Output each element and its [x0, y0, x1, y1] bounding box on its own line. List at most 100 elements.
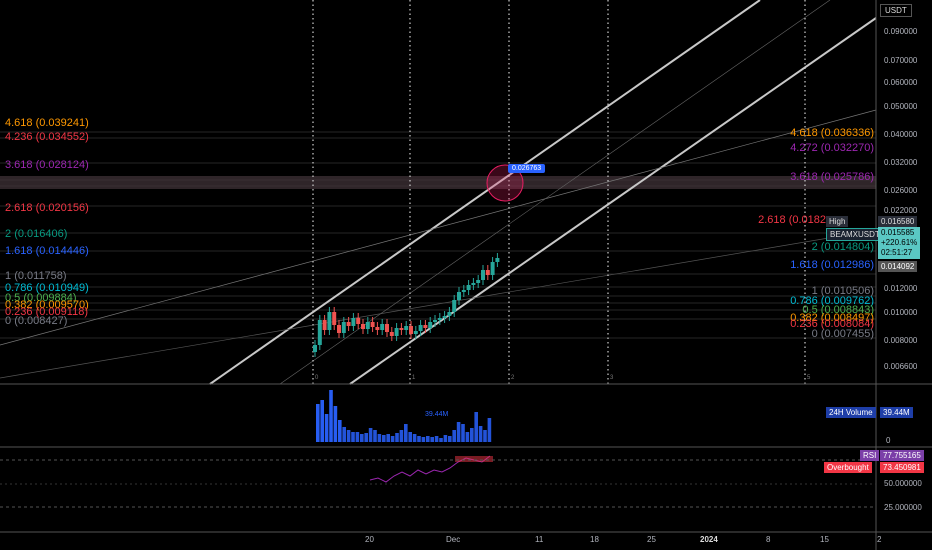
price-tick: 0.070000 [884, 56, 918, 65]
volume-bar [360, 434, 364, 442]
volume-bar [329, 390, 333, 442]
volume-bar [377, 434, 382, 442]
candle-body [356, 318, 361, 324]
candle-body [437, 318, 442, 320]
trend-channel[interactable] [0, 0, 877, 385]
currency-label[interactable]: USDT [880, 4, 912, 17]
volume-bar [355, 432, 360, 442]
candle-body [389, 332, 394, 336]
candle-body [485, 270, 490, 275]
fib-left-label: 4.236 (0.034552) [5, 131, 89, 143]
fib-right-label: 1 (0.010506) [812, 285, 874, 297]
candle-body [365, 322, 370, 329]
fib-price: (0.032270) [820, 142, 874, 154]
fib-price: (0.012986) [820, 259, 874, 271]
volume-bar [465, 432, 470, 442]
candle-body [466, 285, 471, 290]
candle-body [428, 322, 433, 328]
volume-bar [439, 438, 443, 442]
symbol-price: 0.015585 [881, 228, 915, 237]
fib-ratio: 2.618 [758, 214, 789, 226]
fib-price: (0.034552) [35, 131, 89, 143]
fib-left-label: 0.236 (0.009118) [5, 306, 88, 318]
fib-ratio: 2 [5, 228, 15, 240]
volume-bar [395, 433, 399, 442]
candle-body [404, 326, 409, 330]
fib-right-label: 0 (0.007455) [812, 328, 874, 340]
fib-price: (0.039241) [35, 117, 89, 129]
volume-bar [421, 437, 426, 442]
candle-body [385, 324, 389, 332]
time-fib-number: 0 [315, 375, 319, 381]
fib-price: (0.009118) [35, 306, 88, 318]
fib-price: (0.009884) [23, 292, 77, 304]
fib-ratio: 0.236 [790, 318, 821, 330]
fib-ratio: 0.5 [802, 304, 821, 316]
symbol-change: +220.61% [881, 238, 918, 247]
volume-bar [474, 412, 478, 442]
fib-left-label: 0.5 (0.009884) [5, 292, 77, 304]
volume-bar [412, 434, 417, 442]
fib-price: (0.007455) [820, 328, 874, 340]
time-fib-number: 3 [610, 375, 614, 381]
fib-right-label: 3.618 (0.025786) [790, 171, 874, 183]
volume-bar [320, 400, 324, 442]
fib-left-label: 1.618 (0.014446) [5, 245, 89, 257]
target-circle[interactable] [486, 164, 524, 202]
main-pane-bg [0, 0, 876, 384]
volume-bar [430, 437, 434, 442]
time-fib-number: 2 [511, 375, 515, 381]
volume-bar [316, 404, 320, 442]
rsi-line [369, 455, 493, 483]
time-fib-number: 1 [412, 375, 416, 381]
candle-body [423, 325, 428, 328]
candlesticks [313, 253, 500, 357]
candle-body [413, 331, 418, 334]
high-label: High [826, 216, 849, 227]
symbol-price-tag: 0.015585 +220.61% 02:51:27 [878, 227, 921, 259]
candle-body [351, 318, 356, 326]
volume-bar [461, 424, 465, 442]
volume-label: 24H Volume [826, 407, 876, 418]
volume-bar [434, 436, 439, 442]
fib-right-label: 0.786 (0.009762) [790, 295, 874, 307]
fib-right-label: 2 (0.014804) [812, 241, 874, 253]
channel-median [279, 0, 831, 385]
volume-bar [417, 436, 421, 442]
time-fib-number: 5 [807, 375, 811, 381]
fib-ratio: 1 [811, 285, 821, 297]
fib-price: (0.0182 [788, 214, 826, 226]
date-tick: 2 [877, 535, 882, 544]
volume-bar [386, 434, 390, 442]
volume-bar [404, 424, 408, 442]
fib-ratio: 3.618 [5, 159, 36, 171]
fib-left-label: 0.786 (0.010949) [5, 282, 89, 294]
fib-left-label: 0.382 (0.009570) [5, 299, 89, 311]
fib-right-label: 0.382 (0.008497) [790, 312, 874, 324]
channel-mid-line [0, 229, 877, 379]
high-value: 0.016580 [878, 216, 918, 227]
fib-ratio: 1 [5, 270, 15, 282]
fib-right-label: 4.272 (0.032270) [790, 142, 874, 154]
grid-lines [0, 0, 876, 384]
fib-right-label: 0.236 (0.008084) [790, 318, 874, 330]
fib-left-label: 3.618 (0.028124) [5, 159, 89, 171]
date-tick: 15 [820, 535, 829, 544]
fib-price: (0.036336) [820, 127, 874, 139]
price-tick: 0.026000 [884, 186, 918, 195]
fib-left-label: 2.618 (0.020156) [5, 202, 89, 214]
fib-ratio: 0.382 [5, 299, 36, 311]
volume-bars [316, 390, 492, 442]
volume-bar [448, 436, 452, 442]
volume-bar [364, 433, 368, 442]
fib-price: (0.008497) [820, 312, 874, 324]
volume-bar [373, 430, 377, 442]
overbought-value: 73.450981 [880, 462, 924, 473]
candle-body [476, 280, 481, 283]
fib-price: (0.028124) [35, 159, 89, 171]
volume-bar [408, 432, 412, 442]
volume-bar [483, 430, 487, 442]
candle-body [490, 262, 495, 275]
date-tick: 8 [766, 535, 771, 544]
